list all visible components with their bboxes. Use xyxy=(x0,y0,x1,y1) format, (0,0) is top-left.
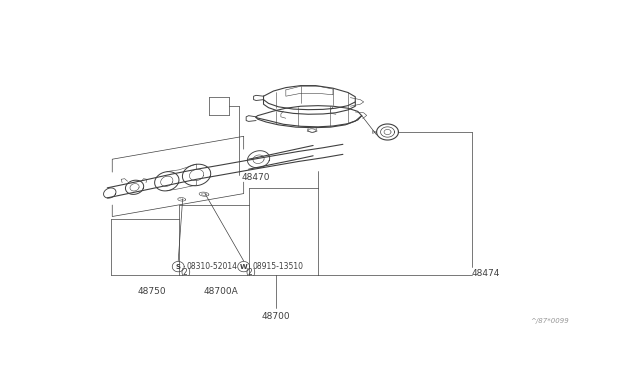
Text: 48750: 48750 xyxy=(138,287,166,296)
Text: ^/87*0099: ^/87*0099 xyxy=(530,318,568,324)
Text: 08915-13510: 08915-13510 xyxy=(252,262,303,271)
Text: 48700A: 48700A xyxy=(204,287,239,296)
Text: (2): (2) xyxy=(246,268,257,277)
Text: 48700: 48700 xyxy=(262,312,290,321)
Text: (2): (2) xyxy=(180,268,191,277)
Text: 08310-52014: 08310-52014 xyxy=(187,262,237,271)
Text: 48474: 48474 xyxy=(472,269,500,279)
Text: W: W xyxy=(240,264,248,270)
Text: 48470: 48470 xyxy=(241,173,269,182)
Text: S: S xyxy=(176,264,180,270)
